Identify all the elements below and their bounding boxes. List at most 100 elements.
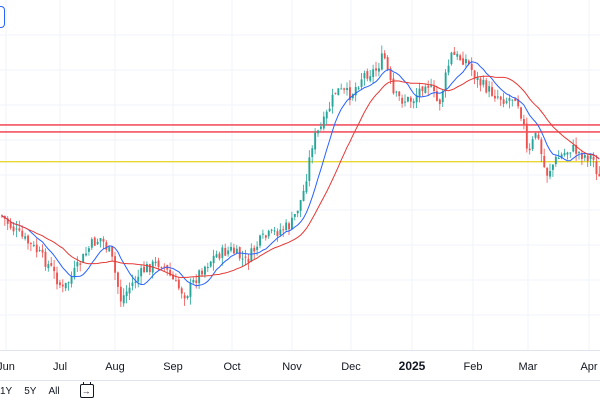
candle bbox=[436, 85, 438, 102]
candle bbox=[583, 153, 586, 162]
candle bbox=[415, 87, 418, 109]
candle bbox=[273, 226, 276, 236]
candle bbox=[212, 249, 215, 271]
candle bbox=[328, 101, 331, 112]
candle bbox=[53, 259, 56, 279]
candle bbox=[270, 228, 273, 234]
candle bbox=[491, 81, 493, 97]
candle bbox=[409, 96, 412, 108]
candle bbox=[488, 81, 491, 98]
candle bbox=[578, 151, 580, 160]
candle bbox=[320, 122, 322, 131]
candle bbox=[404, 94, 406, 107]
candle bbox=[21, 225, 24, 239]
x-tick-label: Apr bbox=[580, 361, 597, 373]
candles bbox=[1, 45, 600, 307]
candle bbox=[30, 242, 32, 252]
candle bbox=[224, 243, 227, 257]
candle bbox=[102, 236, 105, 250]
candle bbox=[401, 94, 404, 108]
candle bbox=[90, 237, 93, 251]
candle bbox=[244, 249, 247, 266]
candle bbox=[392, 73, 395, 95]
candle bbox=[534, 132, 537, 140]
candle bbox=[32, 241, 35, 248]
pane-edge-handle[interactable] bbox=[0, 6, 5, 28]
candle bbox=[166, 264, 169, 276]
candle bbox=[99, 237, 102, 248]
time-axis-svg: Jun Jul Aug Sep Oct Nov Dec 2025 Feb Mar Apr bbox=[0, 359, 598, 373]
candle bbox=[262, 229, 264, 239]
candle bbox=[528, 143, 531, 155]
ma-slow-line bbox=[1, 75, 600, 279]
candle bbox=[285, 219, 288, 232]
x-tick-label: Feb bbox=[464, 361, 483, 373]
candle bbox=[119, 279, 122, 307]
candle bbox=[117, 271, 119, 295]
time-axis[interactable]: Jun Jul Aug Sep Oct Nov Dec 2025 Feb Mar Apr bbox=[0, 350, 600, 381]
candle bbox=[122, 288, 125, 307]
candle bbox=[215, 250, 218, 258]
candle bbox=[12, 222, 15, 236]
candle bbox=[311, 145, 314, 164]
candle bbox=[264, 234, 267, 241]
range-all-button[interactable]: All bbox=[48, 385, 60, 397]
x-tick-label: Jul bbox=[53, 361, 67, 373]
candle bbox=[349, 80, 351, 106]
range-1y-button[interactable]: 1Y bbox=[0, 385, 13, 397]
candle bbox=[395, 90, 398, 97]
candle bbox=[331, 88, 334, 114]
candle bbox=[175, 273, 177, 282]
candle bbox=[444, 69, 447, 98]
candle bbox=[450, 51, 453, 66]
candle bbox=[44, 248, 47, 271]
candle bbox=[476, 71, 479, 88]
candle bbox=[523, 114, 525, 130]
candle bbox=[227, 246, 230, 257]
candle bbox=[340, 83, 343, 90]
candle bbox=[317, 129, 319, 137]
candle bbox=[143, 261, 145, 274]
candle bbox=[186, 295, 189, 300]
candle bbox=[511, 99, 514, 107]
candle bbox=[375, 61, 377, 77]
candlestick-chart-svg[interactable] bbox=[0, 0, 600, 350]
candle bbox=[206, 262, 209, 272]
candle bbox=[183, 292, 186, 306]
candle bbox=[157, 257, 160, 271]
candle bbox=[82, 253, 85, 264]
range-5y-button[interactable]: 5Y bbox=[24, 385, 37, 397]
candle bbox=[346, 82, 348, 96]
candle bbox=[499, 95, 502, 106]
candle bbox=[563, 148, 566, 157]
candle bbox=[140, 264, 143, 285]
ma-fast-line bbox=[1, 61, 600, 287]
candle bbox=[267, 229, 270, 239]
candle bbox=[453, 47, 456, 55]
candle bbox=[293, 214, 296, 221]
calendar-arrow-icon[interactable] bbox=[79, 382, 94, 398]
candle bbox=[430, 78, 433, 88]
candle bbox=[552, 163, 554, 177]
price-chart[interactable] bbox=[0, 0, 600, 350]
candle bbox=[502, 92, 505, 108]
candle bbox=[494, 89, 496, 102]
candle bbox=[125, 285, 128, 304]
candle bbox=[163, 263, 166, 272]
candle bbox=[56, 266, 58, 290]
x-tick-label: Mar bbox=[519, 361, 538, 373]
candle bbox=[134, 275, 137, 289]
candle bbox=[378, 62, 380, 77]
candle bbox=[485, 77, 488, 94]
candle bbox=[505, 97, 508, 105]
horizontal-levels[interactable] bbox=[0, 124, 600, 163]
x-tick-label: Sep bbox=[163, 361, 183, 373]
candle bbox=[369, 70, 372, 83]
candle bbox=[105, 240, 108, 253]
x-tick-label: Aug bbox=[105, 361, 125, 373]
candle bbox=[93, 236, 96, 246]
candle bbox=[108, 246, 111, 252]
candle bbox=[438, 98, 441, 111]
candle bbox=[586, 154, 589, 168]
candle bbox=[343, 87, 346, 94]
